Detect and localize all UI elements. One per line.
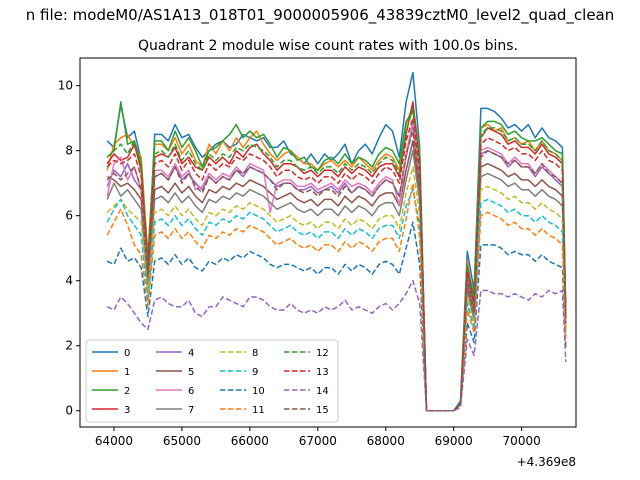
series-line-13 [106, 117, 567, 412]
legend-label-1: 1 [124, 367, 130, 378]
legend-label-4: 4 [188, 348, 194, 359]
x-tick-label: 67000 [299, 434, 337, 448]
legend-box [85, 339, 339, 423]
series-line-1 [106, 104, 567, 412]
x-tick-label: 70000 [503, 434, 541, 448]
legend-label-8: 8 [252, 348, 258, 359]
legend-label-12: 12 [316, 348, 329, 359]
series-line-12 [106, 107, 567, 412]
legend-label-6: 6 [188, 386, 194, 397]
series-line-15 [106, 130, 567, 412]
legend-label-0: 0 [124, 348, 130, 359]
series-line-11 [106, 182, 567, 412]
x-tick-label: 66000 [231, 434, 269, 448]
y-tick-label: 6 [65, 209, 73, 223]
legend-label-9: 9 [252, 367, 258, 378]
x-tick-label: 64000 [95, 434, 133, 448]
series-line-7 [106, 149, 567, 412]
series-line-14 [106, 279, 567, 412]
legend-label-7: 7 [188, 405, 194, 416]
legend-label-11: 11 [252, 405, 265, 416]
x-axis: 64000 65000 66000 67000 68000 69000 70000 [95, 427, 541, 448]
y-tick-label: 8 [65, 144, 73, 158]
legend-label-10: 10 [252, 386, 265, 397]
legend-label-13: 13 [316, 367, 329, 378]
series-line-10 [106, 221, 567, 412]
series-line-5 [106, 140, 567, 412]
x-offset-label: +4.369e8 [517, 455, 576, 469]
y-tick-label: 0 [65, 404, 73, 418]
y-tick-label: 2 [65, 339, 73, 353]
x-tick-label: 69000 [435, 434, 473, 448]
legend-label-2: 2 [124, 386, 130, 397]
y-tick-label: 10 [58, 79, 73, 93]
series-line-8 [106, 166, 567, 412]
series-line-9 [106, 188, 567, 412]
series-line-6 [106, 120, 567, 412]
chart-suptitle: n file: modeM0/AS1A13_018T01_9000005906_… [26, 6, 615, 25]
legend-label-15: 15 [316, 405, 329, 416]
x-tick-label: 68000 [367, 434, 405, 448]
legend-label-5: 5 [188, 367, 194, 378]
series-line-0 [106, 71, 567, 412]
y-tick-label: 4 [65, 274, 73, 288]
series-line-3 [106, 101, 567, 412]
legend-label-3: 3 [124, 405, 130, 416]
series-line-2 [106, 101, 567, 412]
y-axis: 0 2 4 6 8 10 [58, 79, 80, 418]
series-layer [106, 71, 567, 412]
chart-title: Quadrant 2 module wise count rates with … [138, 38, 518, 54]
plot-frame [79, 57, 577, 428]
legend-label-14: 14 [316, 386, 329, 397]
x-tick-label: 65000 [163, 434, 201, 448]
